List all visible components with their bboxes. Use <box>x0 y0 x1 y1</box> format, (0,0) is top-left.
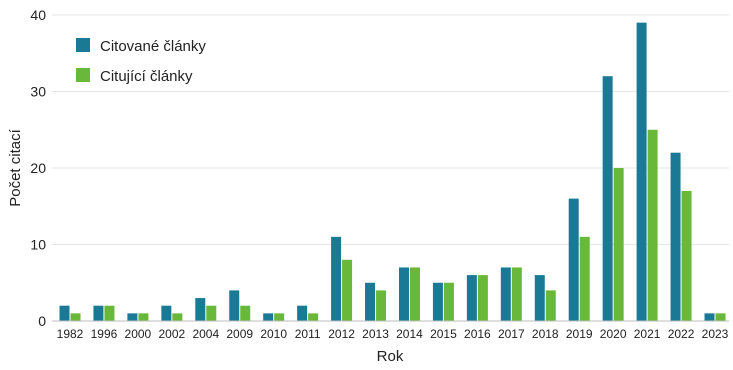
bar-citing <box>477 275 488 321</box>
bar-cited <box>670 152 681 321</box>
bar-citing <box>308 313 319 321</box>
bar-citing <box>138 313 149 321</box>
y-tick-label: 20 <box>30 160 46 176</box>
x-axis-ticks: 1982 1996 2000 2002 2004 2009 2010 2011 2012 2013… <box>57 327 729 341</box>
x-tick-label: 2004 <box>192 327 219 341</box>
y-tick-label: 40 <box>30 7 46 23</box>
bar-cited <box>59 305 70 321</box>
bar-cited <box>331 236 342 321</box>
bar-cited <box>636 22 647 322</box>
legend-swatch-citing <box>76 68 90 82</box>
bar-citing <box>206 305 217 321</box>
bar-citing <box>443 282 454 321</box>
legend-swatch-cited <box>76 38 90 52</box>
x-tick-label: 2000 <box>125 327 152 341</box>
y-axis-ticks: 0 10 20 30 40 <box>30 7 46 329</box>
bar-citing <box>545 290 556 321</box>
bar-cited <box>432 282 443 321</box>
bar-citing <box>342 259 353 321</box>
x-tick-label: 1982 <box>57 327 84 341</box>
x-tick-label: 2023 <box>702 327 729 341</box>
x-tick-label: 2002 <box>158 327 185 341</box>
x-tick-label: 2021 <box>634 327 661 341</box>
bars <box>59 22 726 322</box>
y-tick-label: 0 <box>38 313 46 329</box>
bar-citing <box>376 290 387 321</box>
legend-label-citing: Citující články <box>100 68 193 85</box>
y-tick-label: 10 <box>30 237 46 253</box>
legend-label-cited: Citované články <box>100 38 206 55</box>
x-tick-label: 2011 <box>295 327 321 341</box>
bar-citing <box>409 267 420 321</box>
x-tick-label: 2016 <box>464 327 491 341</box>
bar-cited <box>602 76 613 321</box>
x-tick-label: 2022 <box>668 327 695 341</box>
bar-cited <box>568 198 579 321</box>
bar-cited <box>263 313 274 321</box>
x-tick-label: 2015 <box>430 327 457 341</box>
y-axis-label: Počet citací <box>7 128 24 206</box>
bar-citing <box>240 305 251 321</box>
bar-citing <box>172 313 183 321</box>
bar-citing <box>715 313 726 321</box>
y-tick-label: 30 <box>30 84 46 100</box>
bar-cited <box>534 275 545 321</box>
bar-citing <box>613 168 624 321</box>
x-tick-label: 2017 <box>498 327 525 341</box>
x-tick-label: 2018 <box>532 327 559 341</box>
bar-cited <box>500 267 511 321</box>
bar-cited <box>127 313 138 321</box>
bar-cited <box>93 305 104 321</box>
x-tick-label: 2014 <box>396 327 423 341</box>
bar-citing <box>104 305 115 321</box>
bar-citing <box>579 236 590 321</box>
x-tick-label: 2009 <box>226 327 253 341</box>
legend: Citované články Citující články <box>76 38 206 85</box>
x-tick-label: 1996 <box>91 327 118 341</box>
bar-cited <box>365 282 376 321</box>
x-tick-label: 2019 <box>566 327 593 341</box>
x-tick-label: 2020 <box>600 327 627 341</box>
x-tick-label: 2012 <box>328 327 355 341</box>
bar-citing <box>681 190 692 321</box>
bar-cited <box>466 275 477 321</box>
bar-cited <box>398 267 409 321</box>
bar-citing <box>274 313 285 321</box>
bar-cited <box>297 305 308 321</box>
x-tick-label: 2013 <box>362 327 389 341</box>
bar-cited <box>195 298 206 321</box>
bar-cited <box>704 313 715 321</box>
bar-citing <box>647 129 658 321</box>
bar-citing <box>511 267 522 321</box>
bar-citing <box>70 313 81 321</box>
bar-cited <box>161 305 172 321</box>
bar-cited <box>229 290 240 321</box>
x-tick-label: 2010 <box>260 327 287 341</box>
x-axis-label: Rok <box>377 348 404 365</box>
